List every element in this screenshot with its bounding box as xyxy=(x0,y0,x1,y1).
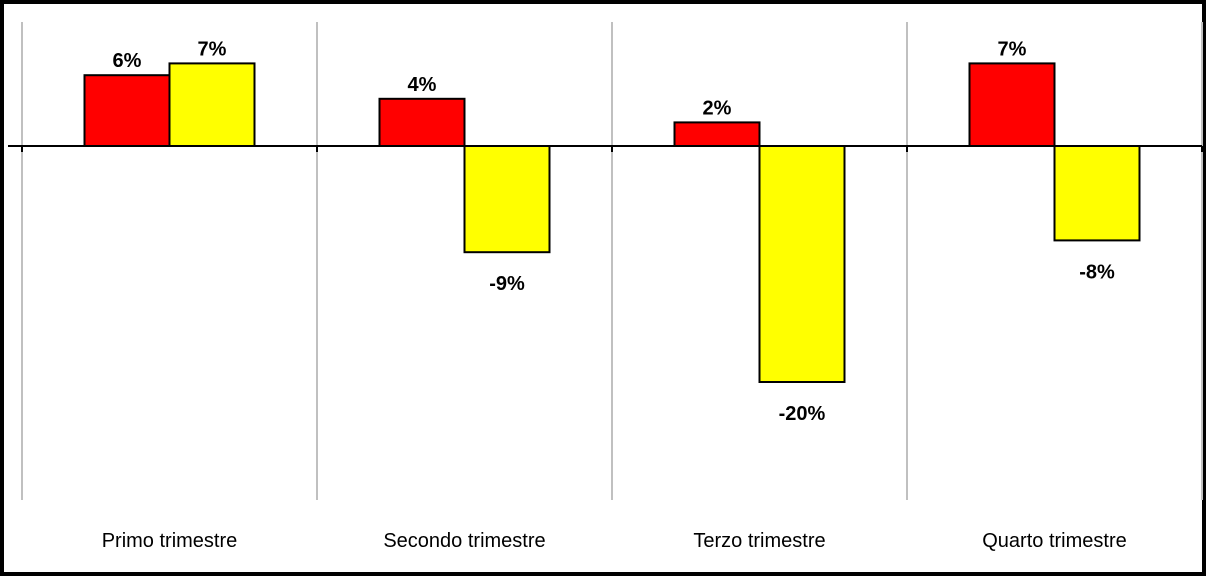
bar-series-2-2 xyxy=(463,145,551,254)
data-label-series-1-4: 7% xyxy=(998,38,1027,60)
data-label-series-2-4: -8% xyxy=(1079,261,1115,283)
category-label: Secondo trimestre xyxy=(383,530,545,552)
bar-series-1-1 xyxy=(83,74,171,147)
data-label-series-2-3: -20% xyxy=(779,403,826,425)
bar-series-1-3 xyxy=(673,121,761,148)
data-label-series-2-2: -9% xyxy=(489,273,525,295)
category-label: Quarto trimestre xyxy=(982,530,1126,552)
bar-series-2-4 xyxy=(1053,145,1141,242)
bar-series-1-4 xyxy=(968,62,1056,147)
category-label: Terzo trimestre xyxy=(693,530,825,552)
data-label-series-1-1: 6% xyxy=(113,50,142,72)
bar-series-2-1 xyxy=(168,62,256,147)
data-label-series-1-2: 4% xyxy=(408,74,437,96)
bar-series-2-3 xyxy=(758,145,846,383)
bar-series-1-2 xyxy=(378,97,466,148)
data-label-series-2-1: 7% xyxy=(198,38,227,60)
category-label: Primo trimestre xyxy=(102,530,238,552)
data-label-series-1-3: 2% xyxy=(703,97,732,119)
